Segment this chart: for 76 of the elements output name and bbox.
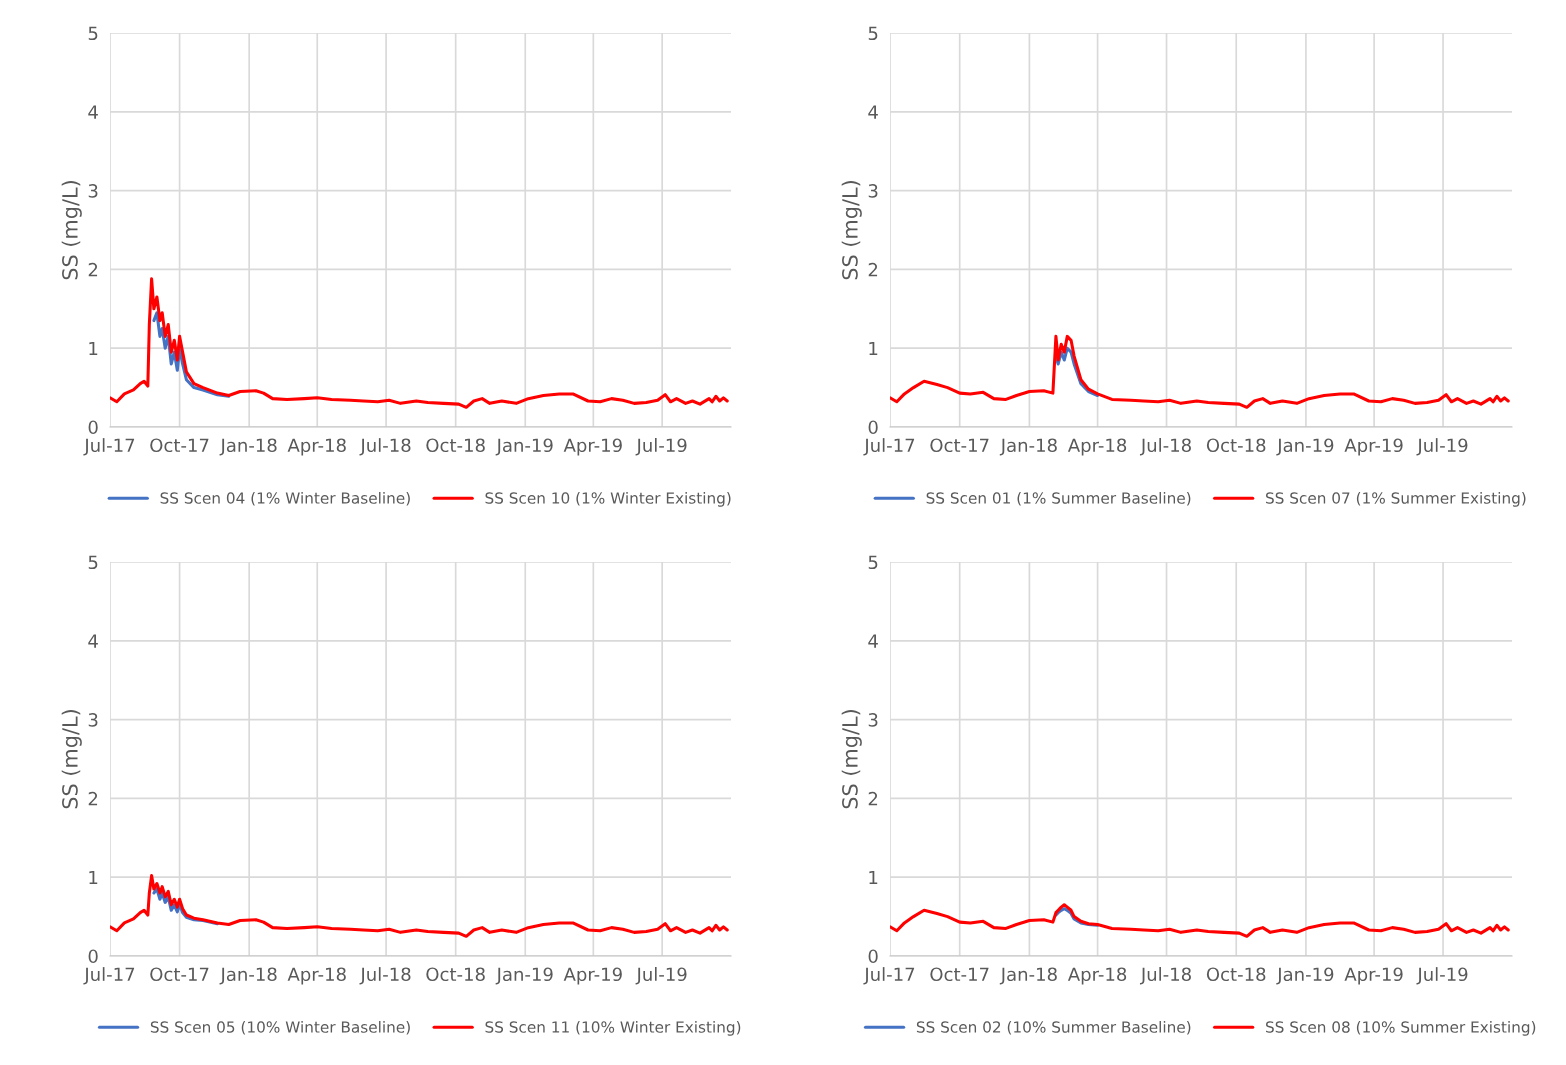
x-tick-label: Jul-18: [1139, 967, 1191, 985]
x-tick-label: Jan-19: [495, 438, 553, 456]
x-tick-label: Jul-17: [863, 438, 915, 456]
legend-label: SS Scen 07 (1% Summer Existing): [1266, 491, 1526, 507]
legend-label: SS Scen 02 (10% Summer Baseline): [916, 1020, 1191, 1035]
y-tick-label: 2: [868, 791, 878, 806]
x-tick-label: Oct-18: [1206, 438, 1266, 453]
x-tick-label: Oct-17: [150, 438, 209, 453]
x-tick-label: Apr-19: [563, 438, 622, 456]
y-tick-label: 3: [868, 184, 878, 198]
y-tick-label: 4: [868, 634, 878, 648]
y-tick-label: 3: [88, 184, 98, 198]
legend-label: SS Scen 10 (1% Winter Existing): [485, 491, 731, 507]
y-tick-label: 5: [88, 26, 98, 41]
y-tick-label: 0: [868, 420, 878, 435]
legend-label: SS Scen 05 (10% Winter Baseline): [150, 1020, 410, 1035]
x-tick-label: Apr-18: [287, 967, 346, 985]
x-tick-label: Apr-18: [1067, 967, 1127, 985]
x-tick-label: Jan-18: [999, 967, 1057, 985]
y-tick-label: 5: [88, 555, 98, 570]
x-tick-label: Jan-18: [219, 438, 277, 456]
x-tick-label: Jan-19: [1276, 438, 1334, 456]
x-tick-label: Jul-19: [1416, 438, 1468, 456]
line-series: [890, 903, 1510, 938]
y-tick-label: 4: [88, 634, 98, 648]
x-tick-label: Jul-17: [83, 438, 135, 456]
x-tick-label: Jan-19: [1276, 967, 1334, 985]
x-tick-label: Oct-17: [930, 967, 989, 982]
line-series: [110, 874, 729, 938]
x-tick-label: Jul-19: [635, 438, 687, 456]
y-tick-label: 5: [868, 26, 878, 41]
x-tick-label: Jan-18: [999, 438, 1057, 456]
y-tick-label: 2: [868, 262, 878, 277]
legend-label: SS Scen 04 (1% Winter Baseline): [160, 491, 410, 506]
line-series: [110, 277, 729, 409]
y-tick-label: 0: [88, 420, 98, 435]
x-tick-label: Jul-18: [359, 967, 411, 985]
y-tick-label: 1: [89, 870, 98, 885]
y-tick-label: 5: [868, 555, 878, 570]
x-tick-label: Apr-19: [563, 967, 622, 985]
x-tick-label: Oct-18: [426, 438, 485, 453]
y-tick-label: 0: [88, 949, 98, 964]
x-tick-label: Oct-17: [150, 967, 209, 982]
x-tick-label: Apr-18: [287, 438, 346, 456]
x-tick-label: Jul-18: [359, 438, 411, 456]
y-axis-title: SS (mg/L): [61, 181, 82, 280]
x-tick-label: Oct-18: [1206, 967, 1266, 982]
y-tick-label: 0: [868, 949, 878, 964]
x-tick-label: Jul-19: [635, 967, 687, 985]
y-axis-title: SS (mg/L): [841, 181, 862, 280]
y-tick-label: 4: [88, 105, 98, 119]
y-tick-label: 1: [89, 341, 98, 356]
y-tick-label: 2: [88, 262, 98, 277]
x-tick-label: Apr-19: [1344, 967, 1403, 985]
x-tick-label: Jan-19: [495, 967, 553, 985]
x-tick-label: Jul-19: [1416, 967, 1468, 985]
y-tick-label: 2: [88, 791, 98, 806]
x-tick-label: Jan-18: [219, 967, 277, 985]
legend-label: SS Scen 08 (10% Summer Existing): [1266, 1020, 1536, 1036]
x-tick-label: Apr-18: [1067, 438, 1127, 456]
x-tick-label: Oct-18: [426, 967, 485, 982]
x-tick-label: Apr-19: [1344, 438, 1403, 456]
x-tick-label: Jul-17: [83, 967, 135, 985]
y-tick-label: 1: [869, 870, 878, 885]
y-axis-title: SS (mg/L): [61, 710, 82, 809]
x-tick-label: Jul-17: [863, 967, 915, 985]
y-axis-title: SS (mg/L): [841, 710, 862, 809]
legend-label: SS Scen 01 (1% Summer Baseline): [926, 491, 1191, 506]
y-tick-label: 3: [88, 713, 98, 727]
x-tick-label: Oct-17: [930, 438, 989, 453]
x-tick-label: Jul-18: [1139, 438, 1191, 456]
line-series: [890, 334, 1510, 409]
y-tick-label: 3: [868, 713, 878, 727]
y-tick-label: 1: [869, 341, 878, 356]
legend-label: SS Scen 11 (10% Winter Existing): [485, 1020, 741, 1036]
y-tick-label: 4: [868, 105, 878, 119]
